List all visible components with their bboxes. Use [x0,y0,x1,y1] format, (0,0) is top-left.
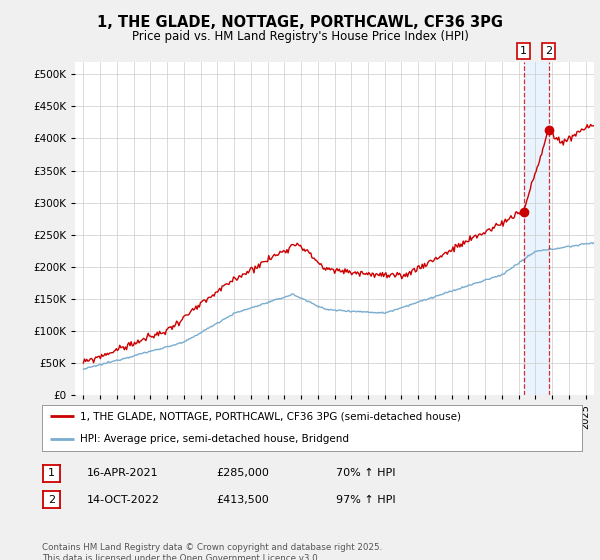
Text: 1: 1 [520,46,527,56]
Text: 1, THE GLADE, NOTTAGE, PORTHCAWL, CF36 3PG: 1, THE GLADE, NOTTAGE, PORTHCAWL, CF36 3… [97,15,503,30]
Text: 97% ↑ HPI: 97% ↑ HPI [336,494,395,505]
Text: £413,500: £413,500 [216,494,269,505]
Text: 2: 2 [48,494,55,505]
Bar [524,62,548,395]
Text: 70% ↑ HPI: 70% ↑ HPI [336,468,395,478]
Text: 2: 2 [545,46,552,56]
Text: 16-APR-2021: 16-APR-2021 [87,468,158,478]
Text: Price paid vs. HM Land Registry's House Price Index (HPI): Price paid vs. HM Land Registry's House … [131,30,469,43]
Text: HPI: Average price, semi-detached house, Bridgend: HPI: Average price, semi-detached house,… [80,435,349,444]
Text: 1, THE GLADE, NOTTAGE, PORTHCAWL, CF36 3PG (semi-detached house): 1, THE GLADE, NOTTAGE, PORTHCAWL, CF36 3… [80,412,461,421]
Text: Contains HM Land Registry data © Crown copyright and database right 2025.
This d: Contains HM Land Registry data © Crown c… [42,543,382,560]
Text: £285,000: £285,000 [216,468,269,478]
Text: 14-OCT-2022: 14-OCT-2022 [87,494,160,505]
Text: 1: 1 [48,468,55,478]
